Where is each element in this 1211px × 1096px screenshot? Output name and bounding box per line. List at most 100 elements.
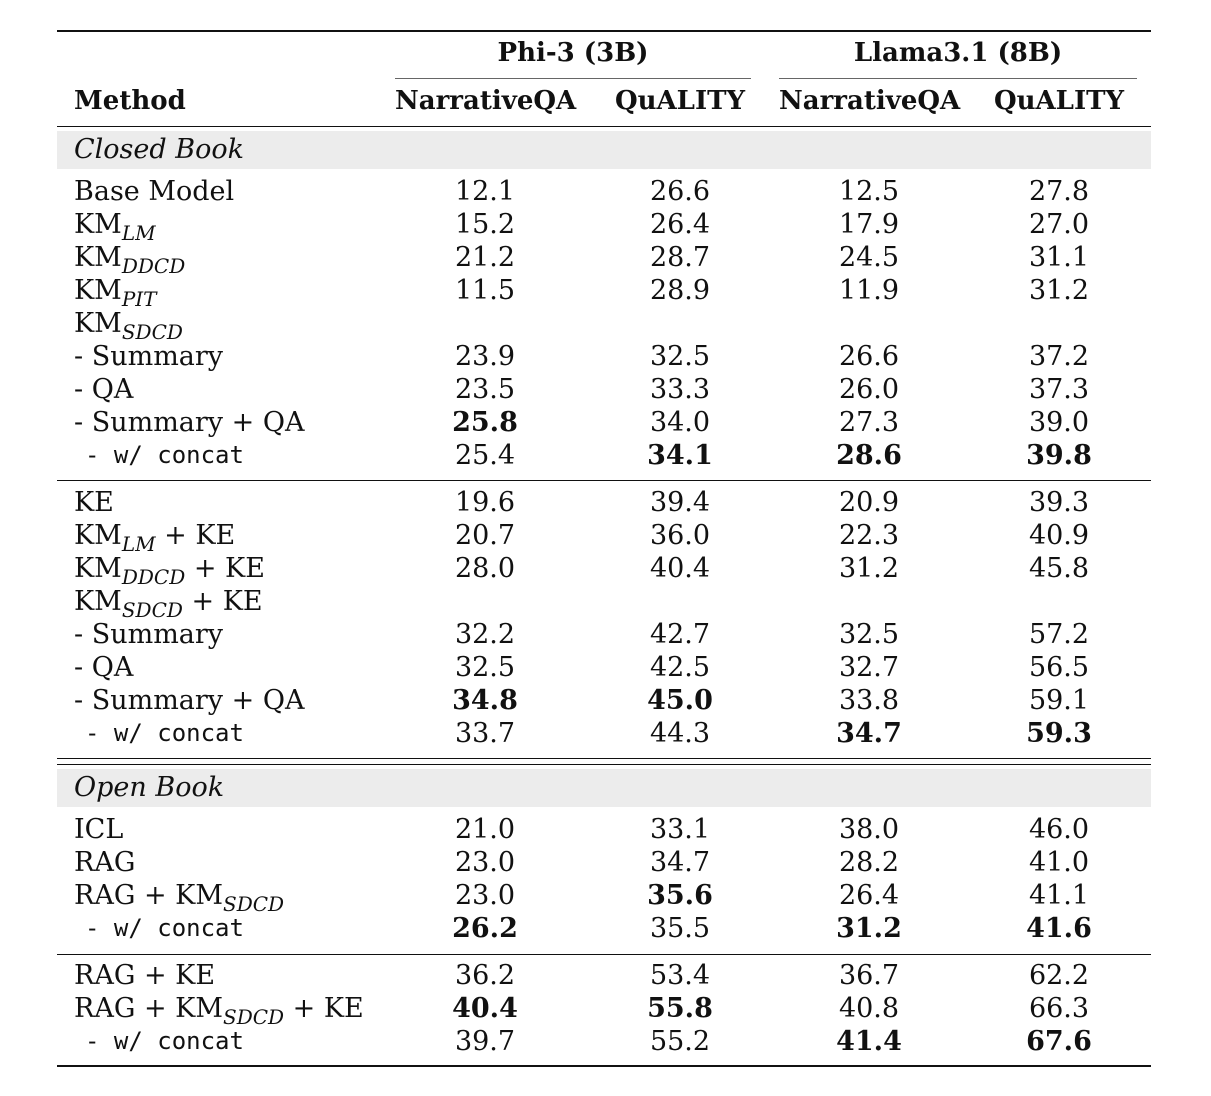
section-label-open-book: Open Book — [74, 772, 225, 803]
score-cell-phi3-narrativeqa: 26.2 — [452, 913, 518, 944]
row-method-label: - QA — [74, 373, 133, 406]
score-cell-phi3-narrativeqa: 23.9 — [454, 341, 516, 372]
score-cell-phi3-quality: 36.0 — [649, 520, 711, 551]
score-cell-phi3-quality: 28.9 — [649, 275, 711, 306]
phi3-group-rule — [395, 78, 751, 79]
score-cell-llama-narrativeqa: 33.8 — [838, 685, 900, 716]
score-cell-llama-quality: 62.2 — [1028, 960, 1090, 991]
score-cell-phi3-quality: 34.7 — [649, 847, 711, 878]
score-cell-llama-quality: 67.6 — [1026, 1026, 1092, 1057]
score-cell-phi3-narrativeqa: 19.6 — [454, 487, 516, 518]
closed-book-band — [57, 131, 1151, 169]
section-double-rule-top — [57, 758, 1151, 759]
method-name: - w/ concat — [85, 1027, 244, 1055]
section-double-rule-bottom — [57, 764, 1151, 765]
method-name: ICL — [74, 814, 124, 845]
method-subscript: LM — [121, 532, 156, 556]
score-cell-llama-narrativeqa: 31.2 — [836, 913, 902, 944]
score-cell-llama-narrativeqa: 24.5 — [838, 242, 900, 273]
score-cell-llama-quality: 27.8 — [1028, 176, 1090, 207]
score-cell-phi3-narrativeqa: 23.5 — [454, 374, 516, 405]
row-method-label: - w/ concat — [85, 717, 244, 750]
score-cell-llama-narrativeqa: 41.4 — [836, 1026, 902, 1057]
method-subscript: SDCD — [223, 1005, 285, 1029]
method-subscript: SDCD — [223, 892, 285, 916]
score-cell-llama-narrativeqa: 32.7 — [838, 652, 900, 683]
score-cell-llama-narrativeqa: 34.7 — [836, 718, 902, 749]
col-header-phi3-narrativeqa: NarrativeQA — [395, 86, 577, 116]
score-cell-llama-quality: 31.2 — [1028, 275, 1090, 306]
row-method-label: RAG + KE — [74, 959, 215, 992]
row-method-label: ICL — [74, 813, 123, 846]
score-cell-llama-quality: 40.9 — [1028, 520, 1090, 551]
row-method-label: KMLM — [74, 208, 156, 245]
method-name: RAG + KE — [74, 960, 216, 991]
score-cell-llama-narrativeqa: 11.9 — [838, 275, 900, 306]
score-cell-llama-quality: 27.0 — [1028, 209, 1090, 240]
score-cell-phi3-quality: 40.4 — [649, 553, 711, 584]
method-suffix: + KE — [284, 993, 364, 1024]
method-name: RAG + KM — [74, 993, 224, 1024]
closed-book-mid-rule — [57, 480, 1151, 481]
score-cell-llama-quality: 59.3 — [1026, 718, 1092, 749]
method-subscript: SDCD — [121, 320, 183, 344]
score-cell-llama-narrativeqa: 32.5 — [838, 619, 900, 650]
score-cell-phi3-narrativeqa: 36.2 — [454, 960, 516, 991]
method-name: - QA — [74, 652, 134, 683]
row-method-label: KE — [74, 486, 114, 519]
method-subscript: DDCD — [121, 254, 186, 278]
method-name: RAG + KM — [74, 880, 224, 911]
col-header-phi3-quality: QuALITY — [614, 86, 746, 116]
score-cell-phi3-narrativeqa: 25.8 — [452, 407, 518, 438]
score-cell-phi3-quality: 32.5 — [649, 341, 711, 372]
score-cell-llama-quality: 39.8 — [1026, 440, 1092, 471]
method-name: KM — [74, 209, 122, 240]
score-cell-llama-quality: 41.0 — [1028, 847, 1090, 878]
row-method-label: - Summary — [74, 618, 223, 651]
method-name: - w/ concat — [85, 719, 244, 747]
row-method-label: RAG + KMSDCD — [74, 879, 284, 916]
llama-group-rule — [779, 78, 1137, 79]
method-name: - QA — [74, 374, 134, 405]
open-book-mid-rule — [57, 954, 1151, 955]
score-cell-phi3-quality: 55.2 — [649, 1026, 711, 1057]
score-cell-phi3-quality: 28.7 — [649, 242, 711, 273]
score-cell-phi3-narrativeqa: 23.0 — [454, 847, 516, 878]
method-name: - w/ concat — [85, 441, 244, 469]
open-book-band — [57, 769, 1151, 807]
method-name: - Summary + QA — [74, 407, 305, 438]
score-cell-llama-quality: 57.2 — [1028, 619, 1090, 650]
row-method-label: - Summary + QA — [74, 684, 304, 717]
score-cell-llama-narrativeqa: 28.6 — [836, 440, 902, 471]
method-name: KM — [74, 242, 122, 273]
score-cell-llama-narrativeqa: 27.3 — [838, 407, 900, 438]
method-name: - Summary — [74, 341, 224, 372]
score-cell-phi3-narrativeqa: 33.7 — [454, 718, 516, 749]
row-method-label: - Summary — [74, 340, 223, 373]
top-rule — [57, 30, 1151, 32]
row-method-label: KMSDCD + KE — [74, 585, 263, 622]
score-cell-llama-quality: 37.2 — [1028, 341, 1090, 372]
method-name: - Summary + QA — [74, 685, 305, 716]
score-cell-llama-quality: 39.0 — [1028, 407, 1090, 438]
row-method-label: - QA — [74, 651, 133, 684]
col-header-llama-narrativeqa: NarrativeQA — [779, 86, 961, 116]
row-method-label: Base Model — [74, 175, 234, 208]
score-cell-phi3-quality: 35.6 — [647, 880, 713, 911]
score-cell-phi3-narrativeqa: 11.5 — [454, 275, 516, 306]
score-cell-phi3-quality: 26.4 — [649, 209, 711, 240]
phi3-group-header: Phi-3 (3B) — [497, 38, 649, 68]
row-method-label: - w/ concat — [85, 912, 244, 945]
method-name: KM — [74, 308, 122, 339]
row-method-label: RAG + KMSDCD + KE — [74, 992, 364, 1029]
score-cell-llama-quality: 59.1 — [1028, 685, 1090, 716]
method-suffix: + KE — [155, 520, 236, 551]
method-suffix: + KE — [185, 553, 265, 584]
col-header-llama-quality: QuALITY — [993, 86, 1125, 116]
method-name: Base Model — [74, 176, 235, 207]
score-cell-phi3-narrativeqa: 21.0 — [454, 814, 516, 845]
method-name: KM — [74, 520, 122, 551]
row-method-label: KMDDCD — [74, 241, 185, 278]
score-cell-phi3-narrativeqa: 40.4 — [452, 993, 518, 1024]
score-cell-llama-narrativeqa: 36.7 — [838, 960, 900, 991]
